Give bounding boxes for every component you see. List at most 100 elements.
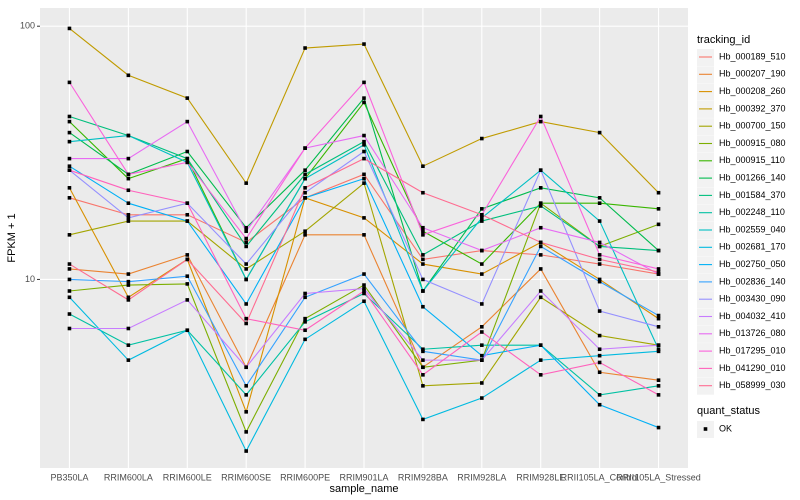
data-point: [656, 316, 661, 321]
data-point: [656, 222, 661, 227]
data-point: [656, 267, 661, 271]
data-point: [126, 188, 131, 193]
data-point: [244, 181, 248, 185]
data-point: [597, 262, 602, 266]
data-point: [244, 225, 248, 230]
data-point: [538, 119, 543, 124]
data-point: [480, 272, 484, 276]
data-point: [185, 201, 190, 205]
y-tick-label: 10: [25, 274, 35, 284]
data-point: [303, 196, 307, 200]
data-point: [126, 283, 131, 287]
data-point: [126, 358, 131, 362]
data-point: [597, 219, 602, 223]
data-point: [538, 201, 543, 205]
data-point: [303, 190, 307, 195]
data-point: [67, 156, 72, 161]
x-tick-label: RRII105LA_Control: [561, 472, 639, 482]
legend-label: Hb_000915_110: [719, 155, 785, 165]
data-point: [421, 365, 425, 370]
data-point: [656, 378, 661, 382]
data-point: [597, 257, 602, 262]
legend-label: Hb_000392_370: [719, 103, 786, 113]
data-point: [303, 176, 307, 181]
data-point: [362, 156, 366, 161]
data-point: [67, 139, 72, 144]
data-point: [480, 381, 484, 385]
data-point: [597, 353, 602, 358]
data-point: [362, 176, 366, 181]
data-point: [362, 181, 366, 185]
legend-label: Hb_000700_150: [719, 121, 786, 131]
data-point: [597, 196, 602, 200]
data-point: [538, 204, 543, 208]
data-point: [421, 225, 425, 230]
data-point: [597, 279, 602, 284]
data-point: [362, 139, 366, 144]
x-axis-title: sample_name: [329, 483, 398, 495]
data-point: [480, 302, 484, 306]
data-point: [303, 229, 307, 234]
data-point: [126, 295, 131, 300]
data-point: [303, 168, 307, 172]
data-point: [656, 347, 661, 352]
data-point: [421, 358, 425, 362]
data-point: [362, 299, 366, 304]
data-point: [538, 253, 543, 257]
data-point: [538, 186, 543, 190]
data-point: [597, 393, 602, 397]
data-point: [362, 289, 366, 293]
legend-label: Hb_002559_040: [719, 224, 786, 234]
data-point: [185, 282, 190, 286]
data-point: [538, 343, 543, 347]
legend-label: Hb_000915_080: [719, 138, 786, 148]
data-point: [421, 384, 425, 388]
data-point: [656, 248, 661, 253]
data-point: [185, 274, 190, 278]
data-point: [67, 80, 72, 85]
data-point: [480, 219, 484, 223]
data-point: [185, 257, 190, 262]
data-point: [656, 190, 661, 195]
data-point: [362, 272, 366, 276]
data-point: [244, 302, 248, 306]
data-point: [244, 384, 248, 388]
data-point: [303, 172, 307, 177]
data-point: [538, 289, 543, 293]
data-point: [597, 370, 602, 375]
data-point: [421, 289, 425, 293]
legend-label: Hb_002248_110: [719, 207, 785, 217]
data-point: [67, 164, 72, 168]
data-point: [244, 240, 248, 245]
y-axis-title: FPKM + 1: [6, 213, 18, 262]
data-point: [480, 353, 484, 358]
legend-label: Hb_017295_010: [719, 345, 786, 355]
legend-label: Hb_002836_140: [719, 276, 786, 286]
data-point: [126, 272, 131, 276]
data-point: [421, 349, 425, 354]
data-point: [303, 233, 307, 237]
data-point: [597, 277, 602, 282]
data-point: [480, 212, 484, 217]
data-point: [126, 343, 131, 347]
data-point: [303, 320, 307, 324]
data-point: [480, 396, 484, 400]
data-point: [597, 253, 602, 257]
data-point: [126, 298, 131, 302]
x-tick-label: RRIM600SE: [221, 472, 271, 482]
data-point: [656, 270, 661, 274]
data-point: [538, 373, 543, 377]
x-tick-label: RRIM600LE: [163, 472, 212, 482]
data-point: [244, 430, 248, 434]
legend-label: Hb_058999_030: [719, 380, 786, 390]
data-point: [421, 257, 425, 262]
data-point: [597, 402, 602, 407]
x-tick-label: RRII105LA_Stressed: [616, 472, 701, 482]
data-point: [303, 186, 307, 190]
data-point: [656, 207, 661, 211]
shape-legend-title: quant_status: [697, 405, 760, 417]
data-point: [303, 316, 307, 321]
data-point: [362, 149, 366, 154]
data-point: [185, 328, 190, 333]
data-point: [362, 100, 366, 105]
